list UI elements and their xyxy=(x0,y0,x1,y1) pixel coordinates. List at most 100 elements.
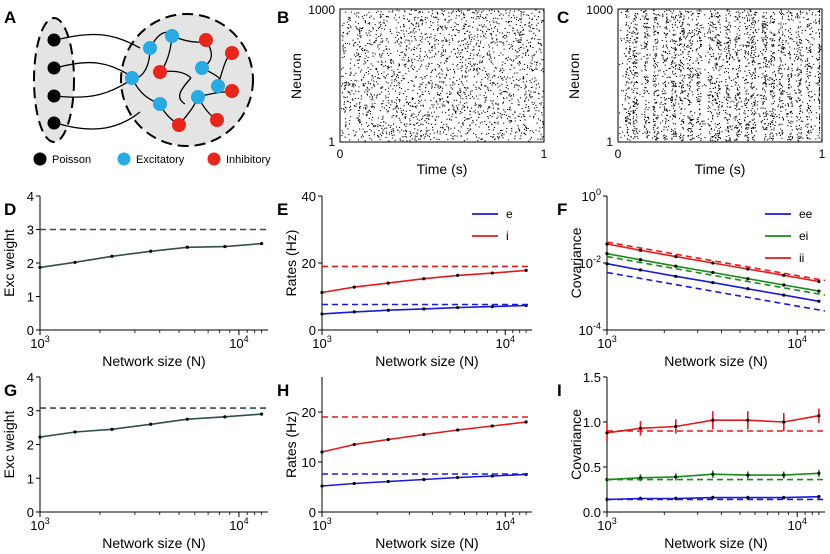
x-tick-label: 103 xyxy=(312,516,331,533)
data-point xyxy=(711,472,715,476)
raster-c-xtick-left: 0 xyxy=(615,147,622,161)
series-ee-theory xyxy=(606,271,826,312)
data-point xyxy=(817,414,821,418)
data-point xyxy=(746,267,750,271)
x-tick-label: 103 xyxy=(597,334,616,351)
data-point xyxy=(746,277,750,281)
data-point xyxy=(817,495,821,499)
x-tick-label: 103 xyxy=(30,516,49,533)
legend-label-ei: ei xyxy=(799,229,808,243)
data-point xyxy=(746,418,750,422)
y-tick-label: 0.5 xyxy=(583,460,601,475)
inhibitory-neuron xyxy=(210,113,224,127)
data-point xyxy=(386,479,390,484)
y-tick-label: 0 xyxy=(309,323,316,338)
panel-letter-d: D xyxy=(4,200,16,219)
data-point xyxy=(422,277,426,281)
poisson-neuron xyxy=(47,116,61,130)
data-point xyxy=(38,435,42,439)
y-axis-label: Exc weight xyxy=(1,411,17,479)
y-tick-label: 4 xyxy=(27,370,34,385)
y-axis-label: Covariance xyxy=(568,409,584,480)
data-point xyxy=(711,261,715,265)
x-axis-label: Network size (N) xyxy=(375,353,478,369)
inhibitory-neuron xyxy=(199,33,213,47)
spike-dots xyxy=(341,9,545,142)
y-tick-label: 0 xyxy=(27,323,34,338)
panel-letter-c: C xyxy=(557,8,569,27)
y-tick-label: 10-2 xyxy=(579,254,601,271)
excitatory-neuron xyxy=(143,41,157,55)
inhibitory-neuron xyxy=(153,65,167,79)
data-point xyxy=(456,428,460,432)
legend-poisson-marker xyxy=(33,152,47,166)
legend: ei xyxy=(472,207,513,243)
data-point xyxy=(605,242,609,246)
data-point xyxy=(782,473,786,477)
recurrent-population xyxy=(120,13,254,147)
panel-letter-b: B xyxy=(277,8,289,27)
raster-c-ytick-top: 1000 xyxy=(586,3,613,17)
data-point xyxy=(638,476,643,480)
data-point xyxy=(711,280,715,285)
data-point xyxy=(320,312,324,316)
y-tick-label: 10-4 xyxy=(579,321,601,338)
legend: ee ei ii xyxy=(765,207,813,265)
y-axis-label: Covariance xyxy=(568,227,584,298)
data-point xyxy=(638,248,643,252)
data-point xyxy=(782,283,786,287)
data-point xyxy=(73,260,77,264)
y-tick-label: 40 xyxy=(302,189,316,204)
x-tick-label: 104 xyxy=(495,334,514,351)
raster-b-frame xyxy=(339,8,545,143)
data-point xyxy=(782,420,786,424)
x-tick-label: 104 xyxy=(787,516,806,533)
data-point xyxy=(674,496,678,501)
data-point xyxy=(746,287,750,291)
chart-panel-f: 10-4 10-2 100 103 104 Network size (N) Covaria… xyxy=(568,187,826,369)
data-point xyxy=(320,450,324,454)
series-i xyxy=(321,269,527,294)
series-ii-theory xyxy=(606,241,826,282)
data-point xyxy=(185,245,189,249)
raster-c-ylabel: Neuron xyxy=(566,53,582,99)
data-point xyxy=(490,304,494,309)
data-point xyxy=(638,426,643,430)
x-axis-label: Network size (N) xyxy=(664,535,767,551)
data-point xyxy=(386,308,390,312)
spike-raster-b xyxy=(341,9,545,142)
y-tick-label: 1.5 xyxy=(583,370,601,385)
legend-inhibitory-label: Inhibitory xyxy=(226,154,271,166)
y-tick-label: 2 xyxy=(27,438,34,453)
y-tick-label: 4 xyxy=(27,189,34,204)
chart-panel-i: 0.0 0.5 1.0 1.5 103 104 Network size (N) Covari… xyxy=(568,370,825,551)
raster-b-ytick-top: 1000 xyxy=(308,3,335,17)
panel-letter-a: A xyxy=(4,8,16,27)
poisson-neuron xyxy=(47,89,61,103)
inhibitory-neuron xyxy=(225,46,239,60)
x-axis-label: Network size (N) xyxy=(102,353,205,369)
series-weight xyxy=(39,242,262,269)
data-point xyxy=(149,422,153,426)
data-point xyxy=(782,496,786,500)
y-axis-label: Exc weight xyxy=(1,229,17,297)
data-point xyxy=(223,244,227,249)
y-tick-label: 2 xyxy=(27,256,34,271)
data-point xyxy=(674,255,678,259)
y-tick-label: 1.0 xyxy=(583,415,601,430)
legend-label-ee: ee xyxy=(799,207,813,221)
y-tick-label: 100 xyxy=(582,187,601,204)
legend-excitatory-label: Excitatory xyxy=(136,154,185,166)
data-point xyxy=(605,431,609,435)
x-tick-label: 103 xyxy=(597,516,616,533)
raster-b-xtick-left: 0 xyxy=(337,147,344,161)
y-axis-label: Rates (Hz) xyxy=(283,230,299,297)
data-point xyxy=(223,415,227,419)
x-tick-label: 104 xyxy=(229,334,248,351)
data-point xyxy=(73,430,77,434)
y-tick-label: 0.0 xyxy=(583,505,601,520)
data-point xyxy=(711,270,715,275)
inhibitory-neuron xyxy=(225,84,239,98)
data-point xyxy=(711,418,715,422)
